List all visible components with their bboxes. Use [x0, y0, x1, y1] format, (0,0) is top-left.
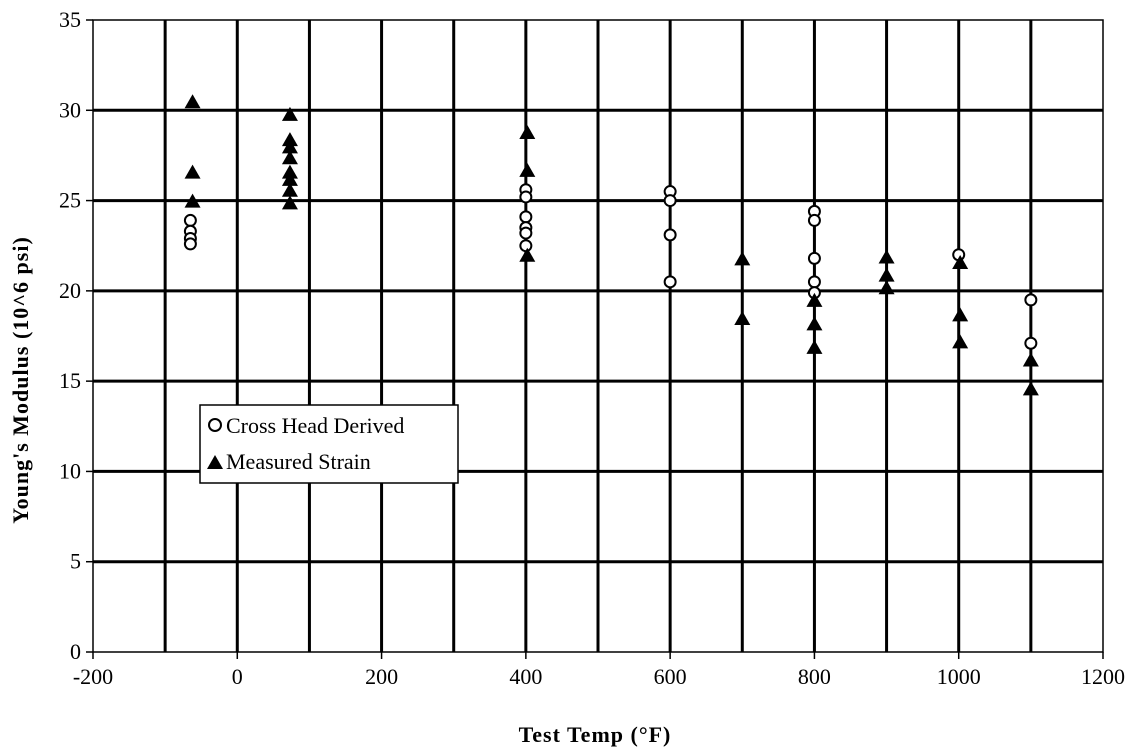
point-measured-strain — [952, 334, 969, 349]
point-measured-strain — [281, 106, 298, 121]
point-measured-strain — [734, 310, 751, 325]
y-tick-label: 20 — [59, 278, 81, 303]
legend: Cross Head Derived Measured Strain — [199, 404, 459, 484]
data-points — [183, 94, 1039, 396]
point-measured-strain — [281, 171, 298, 186]
point-measured-strain — [281, 132, 298, 147]
point-measured-strain — [878, 280, 895, 295]
plot-frame — [92, 19, 1104, 653]
point-measured-strain — [281, 164, 298, 179]
y-tick-label: 5 — [70, 549, 81, 574]
point-cross-head-derived — [519, 239, 533, 253]
point-cross-head-derived — [663, 275, 677, 289]
legend-label-cross-head: Cross Head Derived — [226, 413, 404, 438]
point-cross-head-derived — [519, 190, 533, 204]
point-measured-strain — [806, 292, 823, 307]
x-tick-label: 1000 — [937, 664, 981, 689]
point-cross-head-derived — [807, 275, 821, 289]
x-tick-label: -200 — [73, 664, 113, 689]
point-cross-head-derived — [519, 210, 533, 224]
point-cross-head-derived — [183, 213, 197, 227]
point-cross-head-derived — [1024, 336, 1038, 350]
legend-marker-measured-strain — [207, 455, 223, 469]
point-measured-strain — [519, 162, 536, 177]
point-measured-strain — [281, 139, 298, 154]
point-measured-strain — [952, 254, 969, 269]
x-tick-label: 1200 — [1081, 664, 1125, 689]
point-measured-strain — [1022, 352, 1039, 367]
y-tick-label: 25 — [59, 188, 81, 213]
point-measured-strain — [281, 182, 298, 197]
point-measured-strain — [952, 307, 969, 322]
point-measured-strain — [806, 316, 823, 331]
x-tick-label: 400 — [509, 664, 542, 689]
y-tick-label: 10 — [59, 458, 81, 483]
y-axis-title: Young's Modulus (10^6 psi) — [8, 236, 33, 524]
point-cross-head-derived — [663, 228, 677, 242]
point-cross-head-derived — [807, 213, 821, 227]
y-tick-label: 0 — [70, 639, 81, 664]
point-cross-head-derived — [807, 251, 821, 265]
point-cross-head-derived — [183, 237, 197, 251]
y-tick-label: 30 — [59, 97, 81, 122]
point-measured-strain — [184, 164, 201, 179]
point-measured-strain — [184, 193, 201, 208]
point-measured-strain — [806, 339, 823, 354]
x-tick-label: 800 — [798, 664, 831, 689]
point-measured-strain — [281, 150, 298, 165]
point-measured-strain — [734, 251, 751, 266]
x-axis-title: Test Temp (°F) — [519, 722, 672, 747]
y-tick-label: 15 — [59, 368, 81, 393]
legend-marker-cross-head — [208, 418, 222, 432]
point-measured-strain — [1022, 381, 1039, 396]
point-measured-strain — [519, 124, 536, 139]
y-tick-label: 35 — [59, 7, 81, 32]
point-measured-strain — [878, 249, 895, 264]
legend-label-measured-strain: Measured Strain — [226, 449, 371, 474]
legend-box — [199, 404, 459, 484]
point-cross-head-derived — [519, 226, 533, 240]
x-tick-label: 0 — [232, 664, 243, 689]
x-tick-label: 600 — [654, 664, 687, 689]
x-tick-label: 200 — [365, 664, 398, 689]
point-cross-head-derived — [1024, 293, 1038, 307]
point-measured-strain — [878, 267, 895, 282]
point-measured-strain — [281, 195, 298, 210]
point-cross-head-derived — [663, 194, 677, 208]
point-measured-strain — [184, 94, 201, 109]
grid — [92, 19, 1104, 653]
point-measured-strain — [519, 247, 536, 262]
